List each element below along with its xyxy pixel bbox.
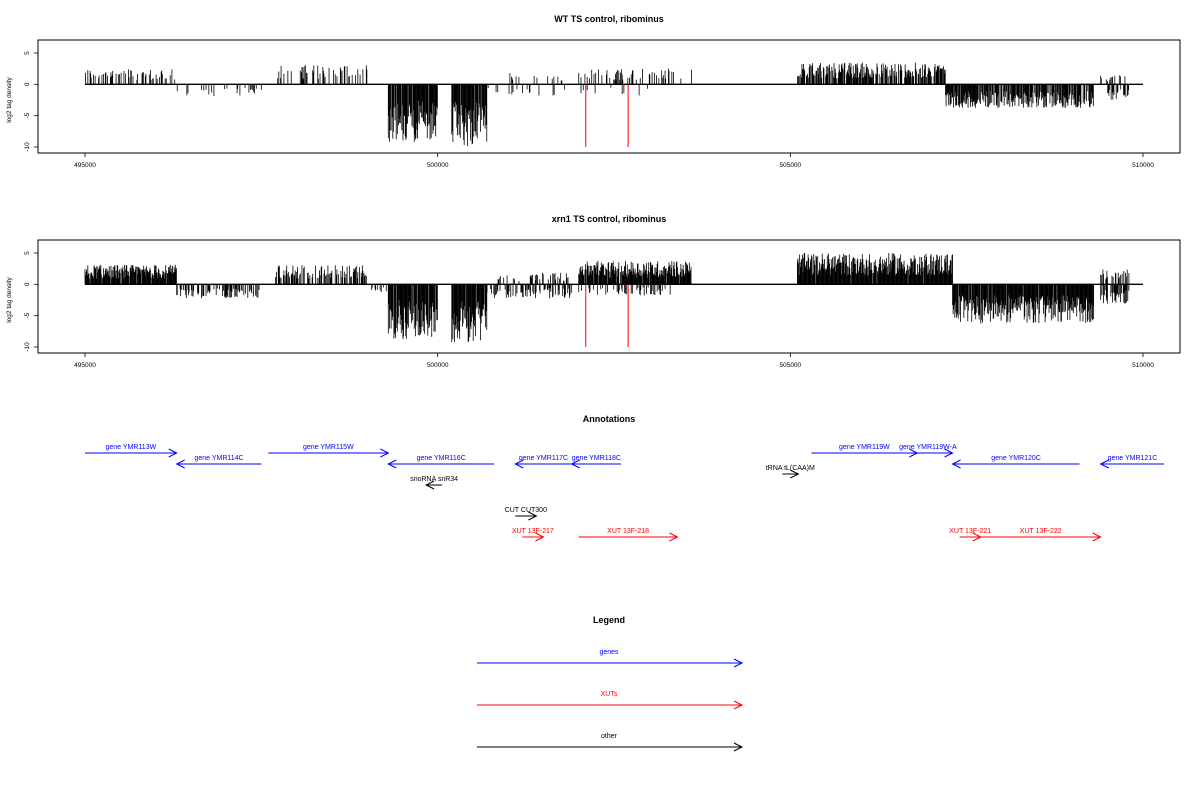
xrn1-axes: -10 -5 0 5 495000 500000 505000 510000 bbox=[24, 251, 1154, 369]
wt-axes: -10 -5 0 5 495000 500000 505000 510000 bbox=[24, 51, 1154, 169]
annotations-title: Annotations bbox=[583, 414, 636, 424]
feature-label: gene YMR113W bbox=[105, 444, 156, 451]
annotation-feature: gene YMR114C bbox=[175, 455, 262, 469]
xrn1-y-axis-label: log2 tag density bbox=[6, 276, 13, 322]
feature-label: gene YMR119W bbox=[839, 444, 890, 451]
legend-label: XUTs bbox=[601, 691, 618, 698]
x-tick-label: 500000 bbox=[427, 162, 449, 169]
feature-label: tRNA tL(CAA)M bbox=[766, 465, 815, 472]
x-tick-label: 500000 bbox=[427, 362, 449, 369]
feature-label: gene YMR119W-A bbox=[899, 444, 957, 451]
legend-label: other bbox=[601, 733, 618, 740]
feature-label: XUT 13F-221 bbox=[949, 528, 991, 535]
y-tick-label: -5 bbox=[24, 312, 31, 318]
annotation-feature: gene YMR118C bbox=[570, 455, 622, 469]
feature-arrowhead bbox=[1092, 532, 1102, 542]
legend-items: genes XUTs other bbox=[477, 649, 744, 752]
feature-label: gene YMR117C bbox=[519, 455, 568, 462]
feature-arrowhead bbox=[387, 459, 397, 469]
wt-y-axis-label: log2 tag density bbox=[6, 76, 13, 122]
annotation-feature: gene YMR115W bbox=[268, 444, 390, 458]
wt-density-panel: WT TS control, ribominus log2 tag densit… bbox=[6, 14, 1181, 169]
feature-arrowhead bbox=[425, 480, 435, 490]
feature-label: XUT 13F-218 bbox=[607, 528, 649, 535]
x-tick-label: 495000 bbox=[74, 162, 96, 169]
feature-label: CUT CUT300 bbox=[505, 507, 547, 514]
legend-label: genes bbox=[599, 649, 619, 656]
x-tick-label: 495000 bbox=[74, 362, 96, 369]
feature-arrowhead bbox=[944, 448, 954, 458]
feature-label: snoRNA snR34 bbox=[410, 476, 458, 483]
annotation-feature: gene YMR117C bbox=[514, 455, 572, 469]
feature-arrowhead bbox=[380, 448, 390, 458]
feature-arrowhead bbox=[1099, 459, 1109, 469]
y-tick-label: -5 bbox=[24, 112, 31, 118]
feature-arrowhead bbox=[535, 532, 545, 542]
feature-arrowhead bbox=[669, 532, 679, 542]
legend-arrowhead bbox=[733, 700, 744, 710]
x-tick-label: 505000 bbox=[779, 362, 801, 369]
y-tick-label: 5 bbox=[24, 251, 31, 255]
wt-panel-title: WT TS control, ribominus bbox=[554, 14, 664, 24]
y-tick-label: 0 bbox=[24, 82, 31, 86]
annotation-feature: XUT 13F-221 bbox=[949, 528, 991, 542]
xrn1-density-panel: xrn1 TS control, ribominus log2 tag dens… bbox=[6, 214, 1181, 369]
y-tick-label: -10 bbox=[24, 342, 31, 352]
annotation-feature: gene YMR119W-A bbox=[899, 444, 957, 458]
annotation-feature: gene YMR113W bbox=[85, 444, 178, 458]
feature-arrowhead bbox=[790, 469, 800, 479]
feature-arrowhead bbox=[168, 448, 178, 458]
feature-label: gene YMR115W bbox=[303, 444, 354, 451]
y-tick-label: 0 bbox=[24, 282, 31, 286]
annotation-feature: gene YMR116C bbox=[387, 455, 495, 469]
x-tick-label: 510000 bbox=[1132, 362, 1154, 369]
feature-label: gene YMR118C bbox=[572, 455, 621, 462]
legend-item-xuts: XUTs bbox=[477, 691, 744, 710]
xrn1-density-bars bbox=[84, 253, 1130, 343]
feature-arrowhead bbox=[175, 459, 185, 469]
annotation-feature: XUT 13F-218 bbox=[578, 528, 679, 542]
feature-label: gene YMR114C bbox=[194, 455, 243, 462]
feature-arrowhead bbox=[570, 459, 580, 469]
annotation-feature: XUT 13F-222 bbox=[980, 528, 1102, 542]
legend-arrowhead bbox=[733, 742, 744, 752]
feature-label: gene YMR120C bbox=[991, 455, 1041, 462]
feature-arrowhead bbox=[514, 459, 524, 469]
x-tick-label: 505000 bbox=[779, 162, 801, 169]
annotation-feature: gene YMR120C bbox=[951, 455, 1080, 469]
legend-arrowhead bbox=[733, 658, 744, 668]
feature-label: gene YMR116C bbox=[417, 455, 466, 462]
annotation-feature: tRNA tL(CAA)M bbox=[766, 465, 815, 479]
legend-item-other: other bbox=[477, 733, 744, 752]
feature-arrowhead bbox=[528, 511, 538, 521]
legend: Legend genes XUTs other bbox=[477, 615, 744, 752]
y-tick-label: -10 bbox=[24, 142, 31, 152]
annotation-feature: snoRNA snR34 bbox=[410, 476, 458, 490]
x-tick-label: 510000 bbox=[1132, 162, 1154, 169]
feature-label: XUT 13F-222 bbox=[1020, 528, 1062, 535]
xrn1-panel-title: xrn1 TS control, ribominus bbox=[552, 214, 667, 224]
feature-label: XUT 13F-217 bbox=[512, 528, 554, 535]
annotation-features: gene YMR113W gene YMR114C gene YMR115W gene… bbox=[85, 444, 1165, 542]
y-tick-label: 5 bbox=[24, 51, 31, 55]
legend-item-genes: genes bbox=[477, 649, 744, 668]
feature-label: gene YMR121C bbox=[1108, 455, 1158, 462]
annotation-feature: CUT CUT300 bbox=[505, 507, 547, 521]
annotation-feature: gene YMR121C bbox=[1099, 455, 1165, 469]
legend-title: Legend bbox=[593, 615, 625, 625]
annotation-feature: XUT 13F-217 bbox=[512, 528, 554, 542]
wt-density-bars bbox=[85, 62, 1130, 147]
feature-arrowhead bbox=[951, 459, 961, 469]
